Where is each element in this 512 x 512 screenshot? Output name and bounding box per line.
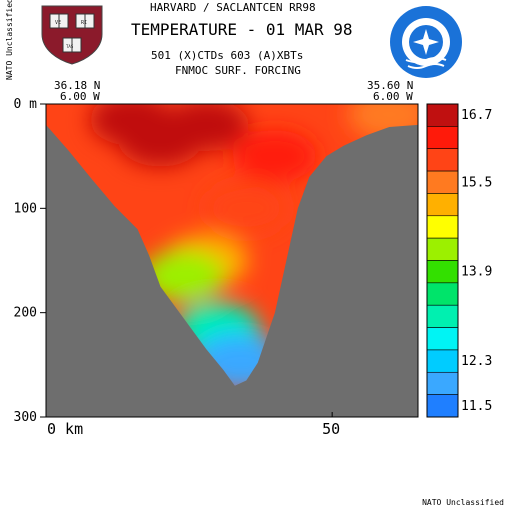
seafloor-bathymetry xyxy=(46,124,418,417)
colorbar-swatch xyxy=(426,193,459,217)
colorbar-swatch xyxy=(426,126,459,150)
colorbar-swatch xyxy=(426,304,459,328)
colorbar-label: 11.5 xyxy=(461,399,492,414)
colorbar-swatch xyxy=(426,371,459,395)
left-endpoint-lat: 36.18 N xyxy=(54,79,101,92)
right-endpoint-lon: 6.00 W xyxy=(373,90,413,103)
colorbar-label: 15.5 xyxy=(461,175,492,190)
temperature-field-point xyxy=(164,104,249,151)
y-tick-label: 100 xyxy=(14,201,37,216)
colorbar-swatch xyxy=(426,237,459,261)
x-tick-label: 0 km xyxy=(47,420,83,438)
left-endpoint-lon: 6.00 W xyxy=(60,90,100,103)
temperature-field-point xyxy=(232,130,317,183)
right-endpoint-lat: 35.60 N xyxy=(367,79,414,92)
y-tick-label: 0 m xyxy=(14,97,38,112)
colorbar-swatch xyxy=(426,103,459,127)
logo-motto-text: TAS xyxy=(66,44,74,49)
colorbar-swatch xyxy=(426,327,459,351)
nato-emblem-logo xyxy=(390,6,462,78)
colorbar-swatch xyxy=(426,394,459,418)
colorbar-swatch xyxy=(426,215,459,239)
x-tick-label: 50 xyxy=(322,420,340,438)
harvard-shield-logo: VE RI TAS xyxy=(41,5,103,65)
colorbar-label: 12.3 xyxy=(461,354,492,369)
temperature-field-point xyxy=(204,182,289,235)
colorbar-swatch xyxy=(426,260,459,284)
institution-line: HARVARD / SACLANTCEN RR98 xyxy=(150,1,316,14)
logo-motto-text: VE xyxy=(55,20,61,26)
colorbar-swatch xyxy=(426,170,459,194)
forcing-label: FNMOC SURF. FORCING xyxy=(175,64,301,77)
y-tick-label: 300 xyxy=(14,410,37,425)
y-tick-label: 200 xyxy=(14,306,37,321)
plot-frame xyxy=(45,103,419,418)
temperature-field-point xyxy=(141,250,226,303)
chart-title: TEMPERATURE - 01 MAR 98 xyxy=(131,20,353,39)
colorbar-swatch xyxy=(426,349,459,373)
instrument-counts: 501 (X)CTDs 603 (A)XBTs xyxy=(151,49,304,62)
colorbar-label: 13.9 xyxy=(461,265,492,280)
colorbar-frame xyxy=(426,103,459,418)
logo-motto-text: RI xyxy=(81,20,87,26)
colorbar-swatch xyxy=(426,282,459,306)
footer-classification-label: NATO Unclassified xyxy=(422,498,504,507)
colorbar-label: 16.7 xyxy=(461,108,492,123)
colorbar-swatch xyxy=(426,148,459,172)
